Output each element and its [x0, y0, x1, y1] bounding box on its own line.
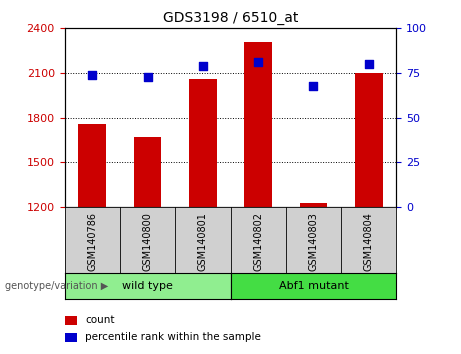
Bar	[189, 79, 217, 207]
Point	[365, 61, 372, 67]
Text: GSM140803: GSM140803	[308, 212, 319, 271]
Text: genotype/variation ▶: genotype/variation ▶	[5, 281, 108, 291]
Text: GSM140801: GSM140801	[198, 212, 208, 271]
Text: GSM140800: GSM140800	[142, 212, 153, 271]
Title: GDS3198 / 6510_at: GDS3198 / 6510_at	[163, 11, 298, 24]
Text: GSM140802: GSM140802	[253, 212, 263, 271]
Text: percentile rank within the sample: percentile rank within the sample	[85, 332, 261, 342]
Text: wild type: wild type	[122, 281, 173, 291]
Bar	[300, 202, 327, 207]
Point	[89, 72, 96, 78]
Text: Abf1 mutant: Abf1 mutant	[278, 281, 349, 291]
Bar	[134, 137, 161, 207]
Text: count: count	[85, 315, 115, 325]
Point	[254, 59, 262, 65]
Point	[199, 63, 207, 69]
Point	[144, 74, 151, 79]
Text: GSM140786: GSM140786	[87, 212, 97, 271]
Text: GSM140804: GSM140804	[364, 212, 374, 271]
Point	[310, 83, 317, 88]
Bar	[244, 42, 272, 207]
Bar	[355, 73, 383, 207]
Bar	[78, 124, 106, 207]
